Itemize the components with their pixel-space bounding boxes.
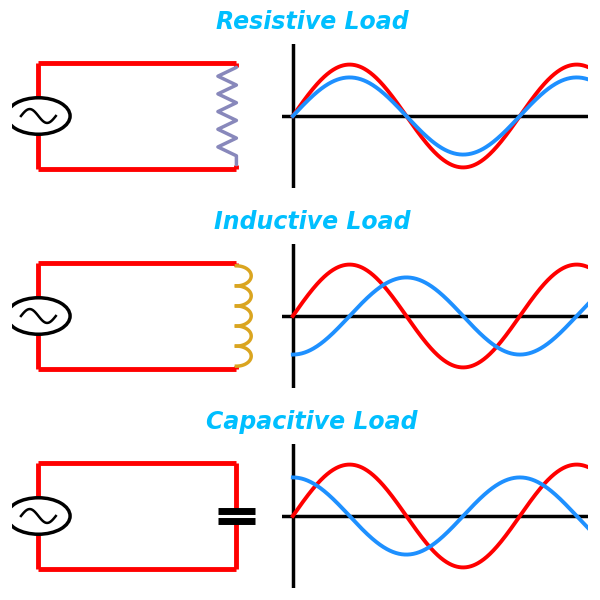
Text: Resistive Load: Resistive Load (215, 10, 409, 34)
Text: Inductive Load: Inductive Load (214, 210, 410, 234)
Text: Capacitive Load: Capacitive Load (206, 410, 418, 434)
